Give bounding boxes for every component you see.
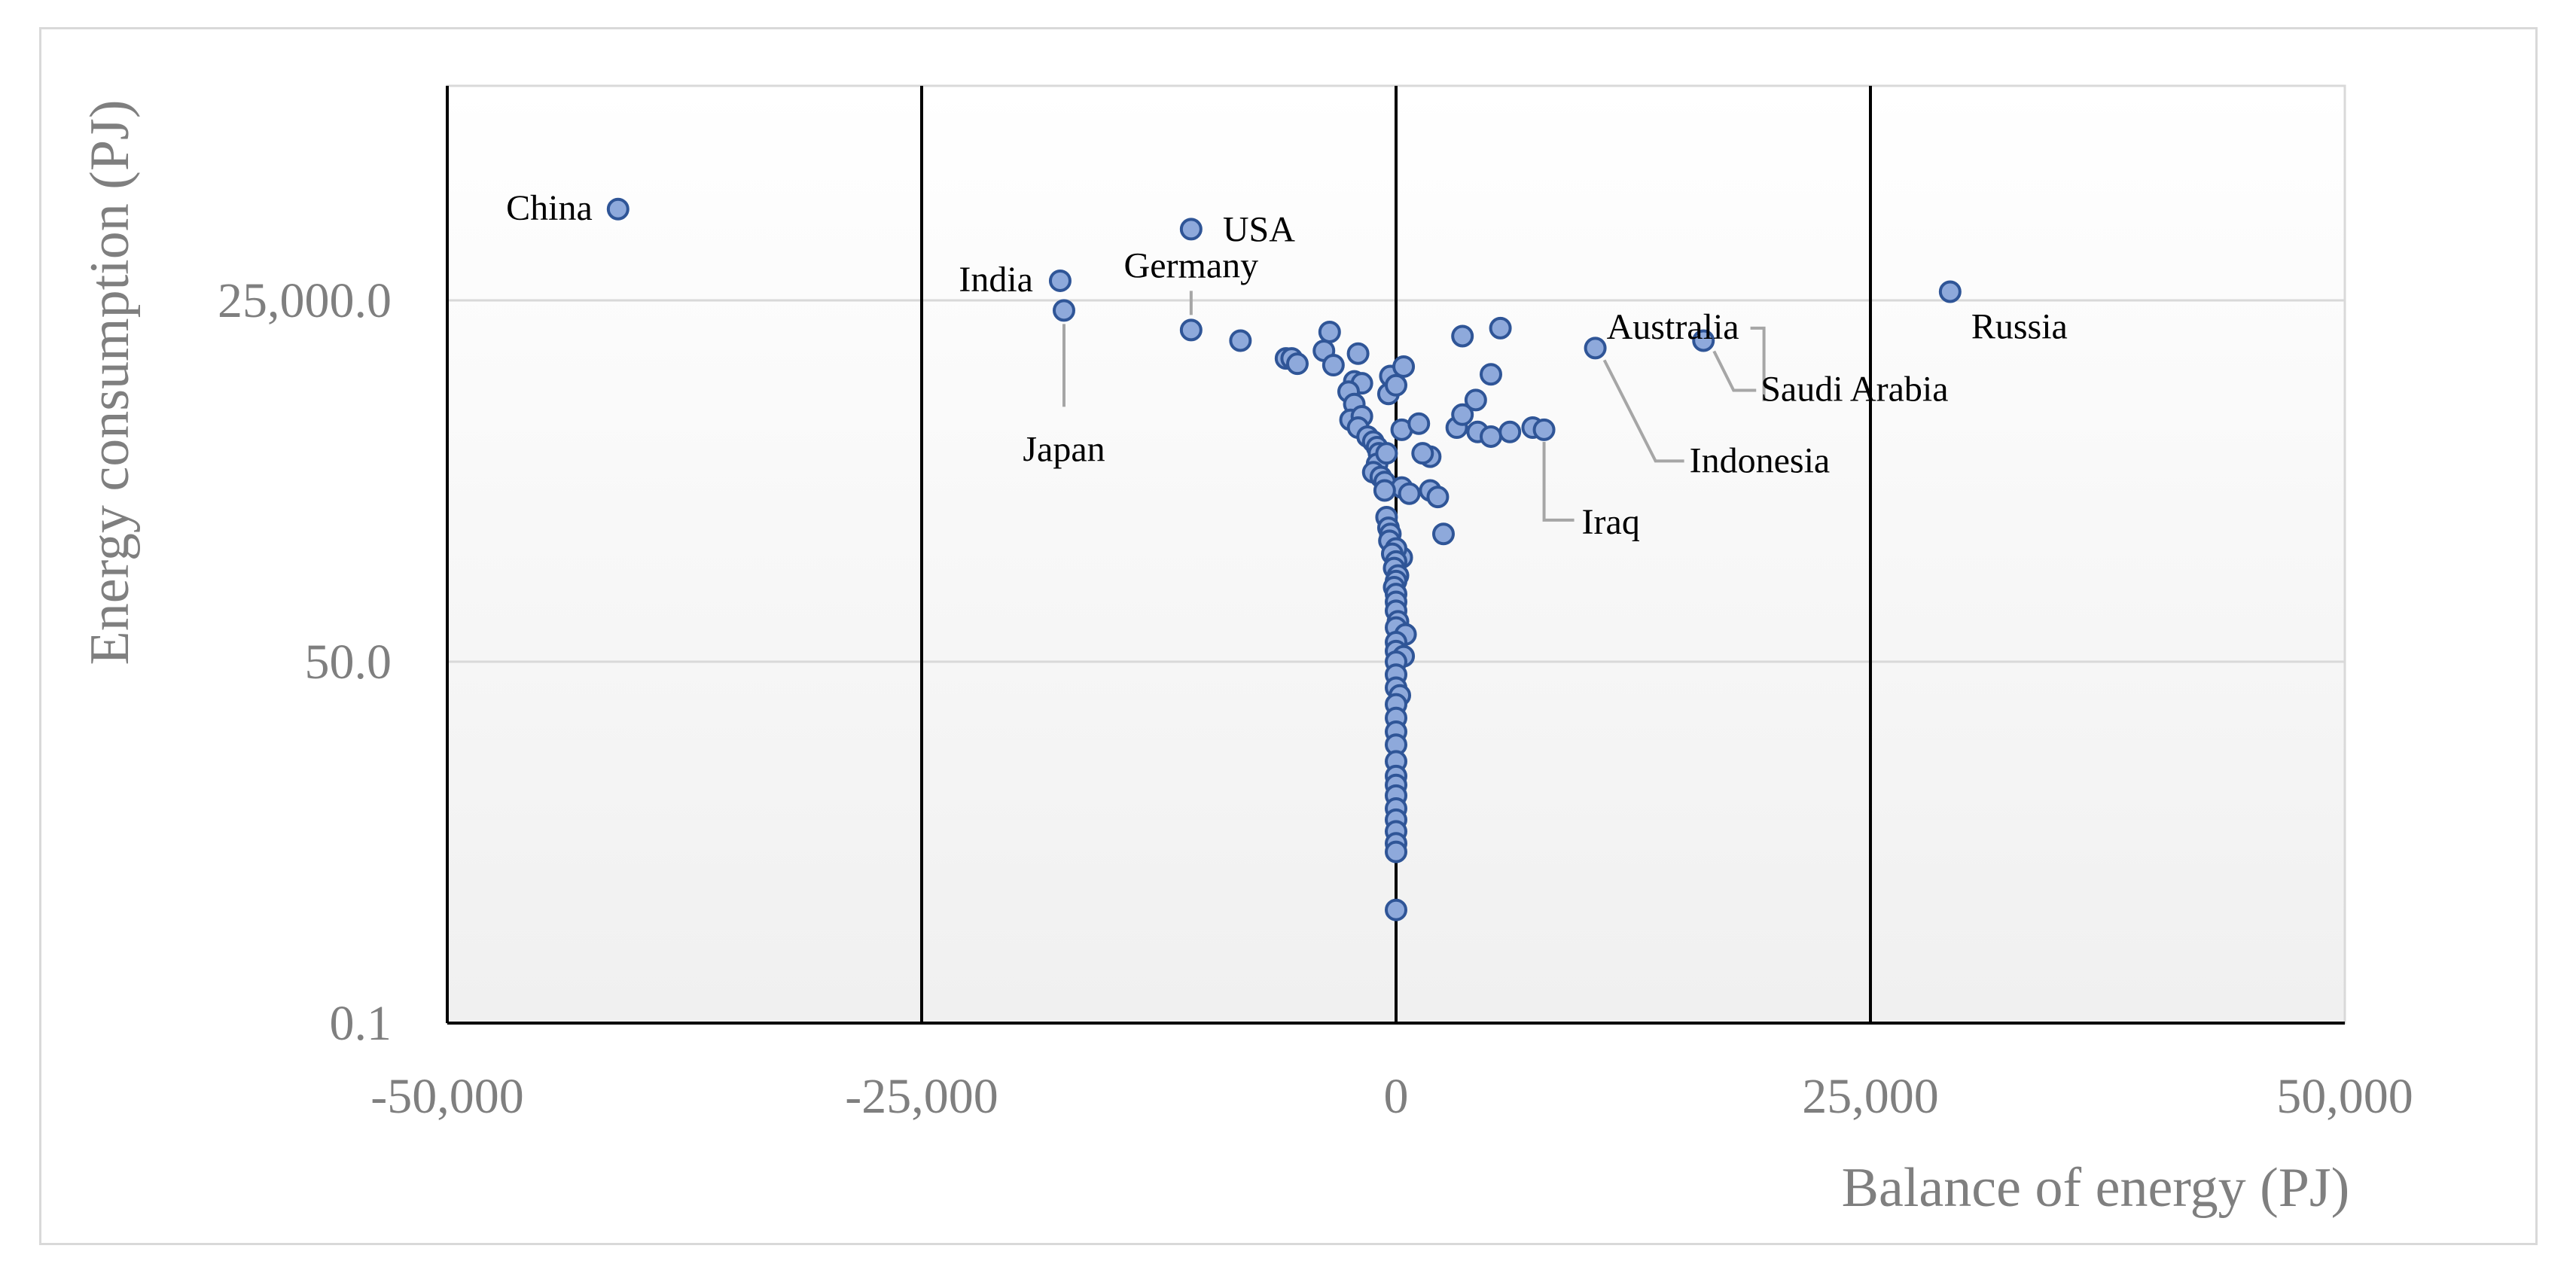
data-point bbox=[1322, 354, 1345, 377]
label-indonesia: Indonesia bbox=[1690, 440, 1831, 480]
data-point bbox=[1480, 363, 1502, 386]
x-tick-label: 50,000 bbox=[2276, 1069, 2413, 1124]
leader-line-australia bbox=[1750, 326, 1766, 401]
data-point bbox=[1451, 403, 1474, 426]
label-saudi-arabia: Saudi Arabia bbox=[1761, 369, 1948, 409]
x-tick-label: -25,000 bbox=[845, 1069, 998, 1124]
data-point bbox=[1318, 321, 1341, 344]
label-japan: Japan bbox=[1023, 429, 1105, 469]
x-tick-label: 25,000 bbox=[1802, 1069, 1939, 1124]
data-point bbox=[1392, 355, 1416, 378]
label-australia: Australia bbox=[1607, 307, 1739, 347]
label-china: China bbox=[506, 188, 593, 228]
point-labels: China USA India Japan Germany Australia Russia… bbox=[506, 188, 2068, 542]
label-germany: Germany bbox=[1124, 245, 1259, 285]
y-tick-label: 50.0 bbox=[305, 635, 392, 690]
data-point bbox=[1498, 420, 1522, 443]
data-point bbox=[1229, 329, 1252, 352]
label-usa: USA bbox=[1223, 209, 1295, 249]
data-point-india bbox=[1048, 269, 1072, 292]
data-point bbox=[1480, 425, 1502, 448]
leader-line-indonesia bbox=[1602, 359, 1684, 463]
data-point bbox=[1426, 486, 1450, 509]
data-point bbox=[1385, 840, 1407, 863]
data-point bbox=[1464, 388, 1487, 412]
y-tick-label: 0.1 bbox=[330, 996, 392, 1051]
data-point bbox=[1375, 442, 1398, 465]
x-tick-label: 0 bbox=[1384, 1069, 1409, 1124]
data-point bbox=[1346, 342, 1370, 365]
label-russia: Russia bbox=[1971, 306, 2068, 346]
y-tick-label: 25,000.0 bbox=[218, 273, 392, 328]
data-point bbox=[1373, 479, 1396, 502]
x-tick-label: -50,000 bbox=[370, 1069, 523, 1124]
label-iraq: Iraq bbox=[1582, 502, 1640, 542]
data-point bbox=[1411, 442, 1434, 465]
data-point bbox=[1285, 352, 1309, 376]
data-point-japan bbox=[1053, 299, 1075, 322]
data-point-russia bbox=[1938, 280, 1962, 303]
data-point-iraq bbox=[1532, 418, 1556, 441]
data-point-germany bbox=[1179, 318, 1203, 342]
x-axis-title: Balance of energy (PJ) bbox=[1842, 1157, 2350, 1219]
y-tick-labels: 0.1 50.0 25,000.0 bbox=[218, 273, 392, 1051]
x-tick-labels: -50,000 -25,000 0 25,000 50,000 bbox=[370, 1069, 2413, 1124]
label-india: India bbox=[959, 260, 1033, 300]
data-point bbox=[1451, 324, 1474, 348]
data-point bbox=[1385, 373, 1407, 397]
data-point bbox=[1398, 482, 1421, 505]
label-leader-lines bbox=[1062, 291, 1766, 522]
data-point-usa bbox=[1179, 218, 1203, 241]
data-point-indonesia bbox=[1584, 337, 1607, 360]
data-point bbox=[1432, 522, 1455, 546]
data-point bbox=[1385, 898, 1407, 921]
data-point bbox=[1407, 412, 1431, 435]
data-points bbox=[606, 197, 1962, 921]
leader-line-saudi-arabia bbox=[1712, 350, 1757, 392]
data-point-saudi-arabia bbox=[1692, 329, 1715, 352]
data-point-china bbox=[606, 197, 630, 221]
leader-line-iraq bbox=[1542, 441, 1575, 522]
data-point-australia bbox=[1489, 316, 1512, 340]
y-axis-title: Energy consumption (PJ) bbox=[79, 100, 141, 665]
